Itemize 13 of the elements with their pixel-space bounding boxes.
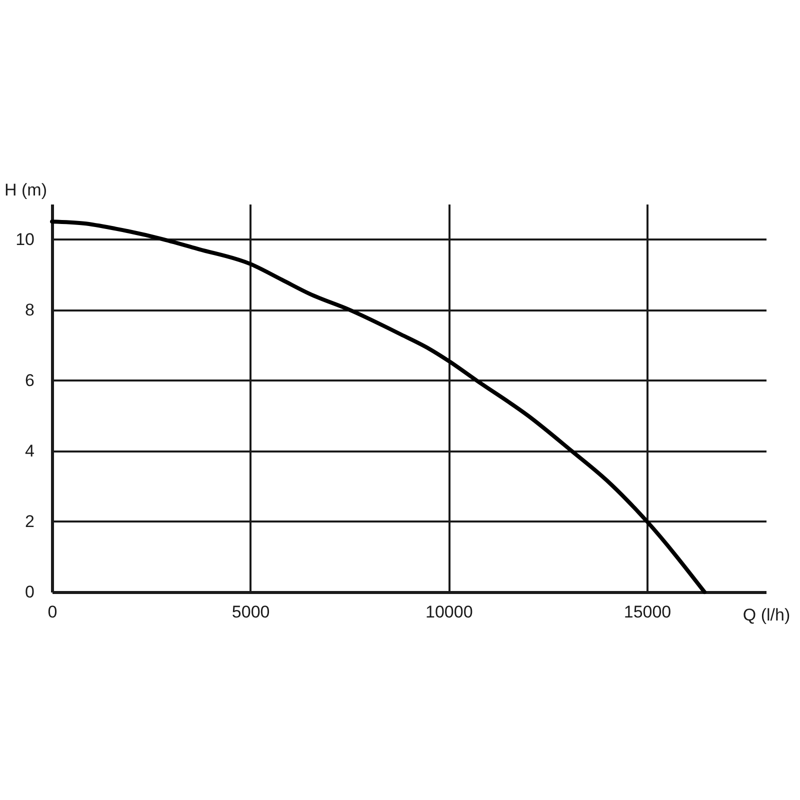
x-tick-label: 5000 [232, 602, 270, 622]
y-tick-label: 4 [25, 441, 34, 460]
y-axis-title: H (m) [4, 180, 47, 200]
y-tick-label: 0 [25, 582, 34, 602]
x-tick-label: 15000 [624, 602, 672, 622]
y-tick-label: 6 [25, 370, 34, 390]
x-tick-label: 0 [48, 602, 58, 622]
y-tick-label: 8 [25, 300, 34, 320]
y-tick-label: 2 [25, 512, 34, 531]
line-series [50, 220, 707, 594]
x-axis-title: Q (l/h) [742, 606, 790, 624]
y-tick-label: 10 [16, 230, 34, 249]
x-tick-label: 10000 [426, 602, 473, 622]
